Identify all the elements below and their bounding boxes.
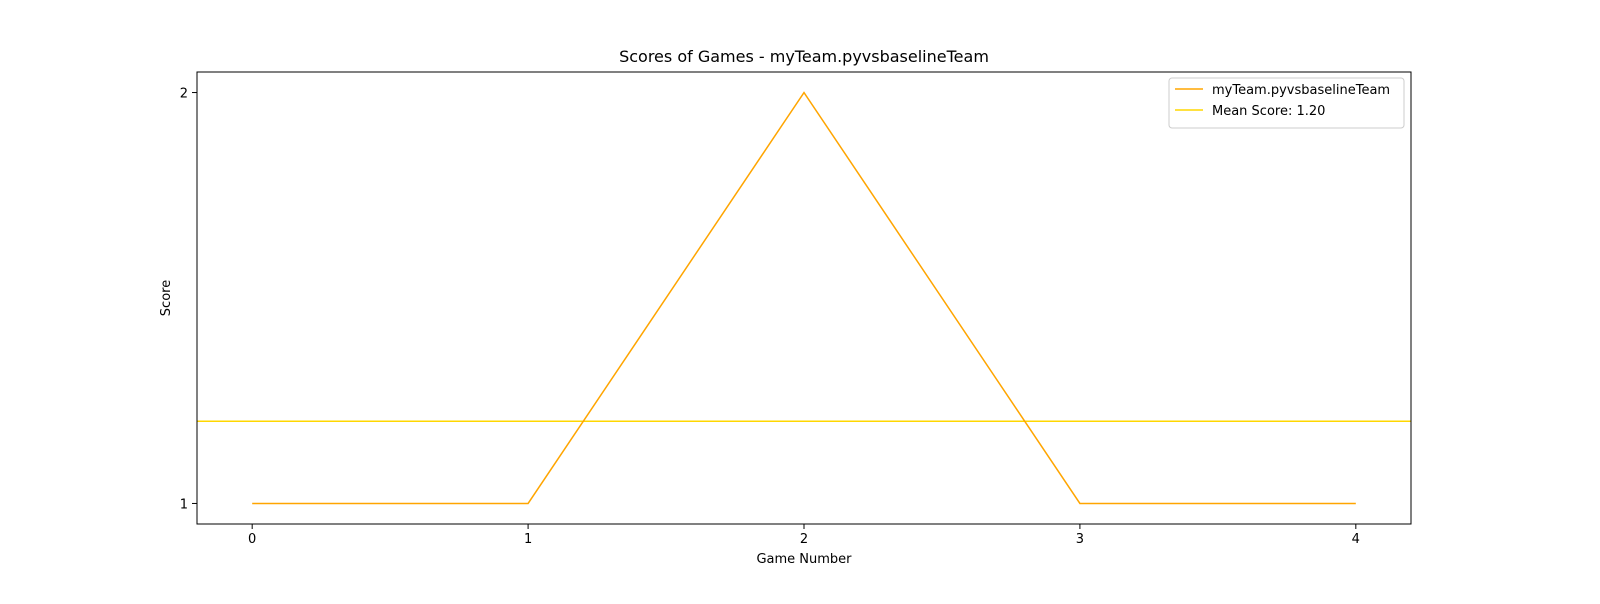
x-tick-label: 3 — [1076, 532, 1084, 547]
x-tick-label: 2 — [800, 532, 808, 547]
axes: 0 1 2 3 4 1 2 — [180, 87, 1360, 547]
x-tick-label: 1 — [524, 532, 532, 547]
legend: myTeam.pyvsbaselineTeam Mean Score: 1.20 — [1168, 77, 1405, 129]
legend-label: myTeam.pyvsbaselineTeam — [1212, 83, 1390, 98]
x-tick-label: 4 — [1352, 532, 1360, 547]
x-axis-label: Game Number — [756, 552, 852, 567]
series-line-0 — [252, 91, 1356, 505]
y-tick-label: 2 — [180, 87, 188, 102]
chart-title: Scores of Games - myTeam.pyvsbaselineTea… — [619, 47, 989, 66]
legend-label: Mean Score: 1.20 — [1212, 104, 1325, 119]
plot-area — [197, 91, 1411, 505]
x-tick-label: 0 — [248, 532, 256, 547]
y-tick-label: 1 — [180, 497, 188, 512]
legend-box — [1168, 77, 1405, 129]
y-axis-label: Score — [159, 280, 174, 316]
plot-frame — [196, 71, 1412, 525]
